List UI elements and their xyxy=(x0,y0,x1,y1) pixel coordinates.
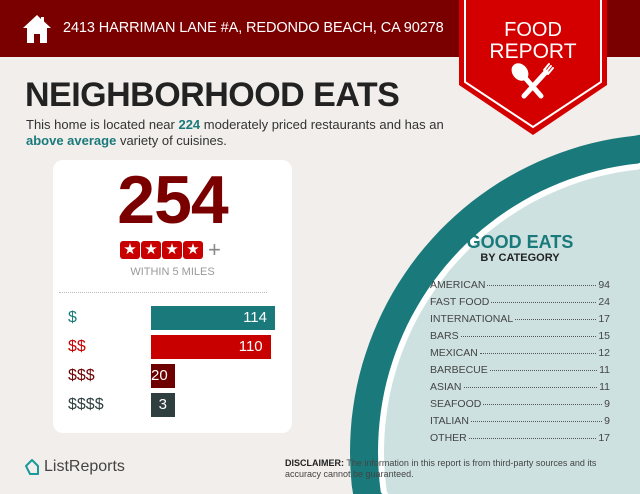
price-label: $$$$ xyxy=(68,396,104,413)
food-report-ribbon xyxy=(459,0,607,135)
subtitle-pre: This home is located near xyxy=(26,117,179,132)
dot-leader xyxy=(489,370,598,371)
dot-leader xyxy=(463,387,598,388)
price-label: $$$ xyxy=(68,367,95,384)
price-bar: 3 xyxy=(151,393,175,417)
category-count: 94 xyxy=(598,279,610,291)
variety-rating: above average xyxy=(26,133,117,148)
disclaimer-label: DISCLAIMER: xyxy=(285,458,344,468)
category-name: BARS xyxy=(430,330,459,342)
category-row: ASIAN 11 xyxy=(430,381,610,398)
food-report-label: FOOD REPORT xyxy=(459,19,607,63)
restaurant-count: 224 xyxy=(178,117,201,132)
property-address: 2413 HARRIMAN LANE #A, REDONDO BEACH, CA… xyxy=(63,20,444,36)
category-row: MEXICAN 12 xyxy=(430,347,610,364)
category-count: 17 xyxy=(598,432,610,444)
dot-leader xyxy=(491,302,597,303)
category-list: AMERICAN 94 FAST FOOD 24 INTERNATIONAL 17 BARS… xyxy=(430,279,610,449)
page-title: NEIGHBORHOOD EATS xyxy=(25,76,400,114)
spoon-fork-icon xyxy=(511,63,554,99)
star-icon: ★ xyxy=(141,241,161,259)
category-name: INTERNATIONAL xyxy=(430,313,514,325)
total-restaurants: 254 xyxy=(117,162,228,238)
category-title: GOOD EATS xyxy=(466,232,574,252)
dot-leader xyxy=(515,319,597,320)
radius-label: WITHIN 5 MILES xyxy=(130,266,215,278)
category-count: 11 xyxy=(599,381,610,393)
category-row: OTHER 17 xyxy=(430,432,610,449)
house-logo-icon xyxy=(25,459,39,475)
category-count: 15 xyxy=(598,330,610,342)
category-count: 9 xyxy=(604,415,610,427)
category-row: INTERNATIONAL 17 xyxy=(430,313,610,330)
category-panel: GOOD EATS BY CATEGORY AMERICAN 94 FAST FOO… xyxy=(430,232,610,449)
ribbon-line2: REPORT xyxy=(489,40,577,63)
category-name: BARBECUE xyxy=(430,364,488,376)
restaurant-summary-card: 254 ★ ★ ★ ★ + WITHIN 5 MILES $114 $$ 110 $$$ 20 $… xyxy=(53,160,292,433)
category-row: BARBECUE 11 xyxy=(430,364,610,381)
disclaimer-text: The information in this report is from t… xyxy=(285,458,597,479)
category-row: AMERICAN 94 xyxy=(430,279,610,296)
star-rating: ★ ★ ★ ★ + xyxy=(120,237,221,262)
dot-leader xyxy=(483,404,603,405)
dot-leader xyxy=(468,438,597,439)
home-icon xyxy=(23,15,51,43)
plus-icon: + xyxy=(208,237,221,262)
subtitle-post: variety of cuisines. xyxy=(116,133,227,148)
category-row: SEAFOOD 9 xyxy=(430,398,610,415)
category-row: FAST FOOD 24 xyxy=(430,296,610,313)
price-label: $$ xyxy=(68,338,86,355)
disclaimer: DISCLAIMER: The information in this repo… xyxy=(285,458,625,480)
category-name: OTHER xyxy=(430,432,467,444)
ribbon-line1: FOOD xyxy=(504,19,562,41)
dot-leader xyxy=(487,285,597,286)
category-name: MEXICAN xyxy=(430,347,478,359)
price-bar: 110 xyxy=(151,335,271,359)
dot-leader xyxy=(479,353,597,354)
price-row: $114 xyxy=(68,306,288,330)
dot-leader xyxy=(470,421,603,422)
price-bar: 114 xyxy=(151,306,275,330)
star-icon: ★ xyxy=(183,241,203,259)
price-bar: 20 xyxy=(151,364,175,388)
ribbon-border xyxy=(464,0,602,129)
category-name: FAST FOOD xyxy=(430,296,490,308)
star-icon: ★ xyxy=(120,241,140,259)
category-count: 24 xyxy=(598,296,610,308)
category-count: 9 xyxy=(604,398,610,410)
category-count: 12 xyxy=(598,347,610,359)
summary-text: This home is located near 224 moderately… xyxy=(26,117,446,149)
category-subtitle: BY CATEGORY xyxy=(480,252,560,264)
subtitle-mid: moderately priced restaurants and has an xyxy=(200,117,444,132)
price-row: $$$$ 3 xyxy=(68,393,288,417)
dot-leader xyxy=(460,336,597,337)
category-row: BARS 15 xyxy=(430,330,610,347)
category-name: AMERICAN xyxy=(430,279,486,291)
price-row: $$$ 20 xyxy=(68,364,288,388)
category-name: ASIAN xyxy=(430,381,462,393)
star-icon: ★ xyxy=(162,241,182,259)
divider xyxy=(59,292,267,293)
price-label: $ xyxy=(68,309,77,326)
price-row: $$ 110 xyxy=(68,335,288,359)
category-name: ITALIAN xyxy=(430,415,469,427)
category-count: 11 xyxy=(599,364,610,376)
plate-inner xyxy=(384,168,640,494)
category-name: SEAFOOD xyxy=(430,398,482,410)
category-count: 17 xyxy=(598,313,610,325)
listreports-logo[interactable]: ListReports xyxy=(24,458,125,476)
logo-text: ListReports xyxy=(44,458,125,475)
category-row: ITALIAN 9 xyxy=(430,415,610,432)
